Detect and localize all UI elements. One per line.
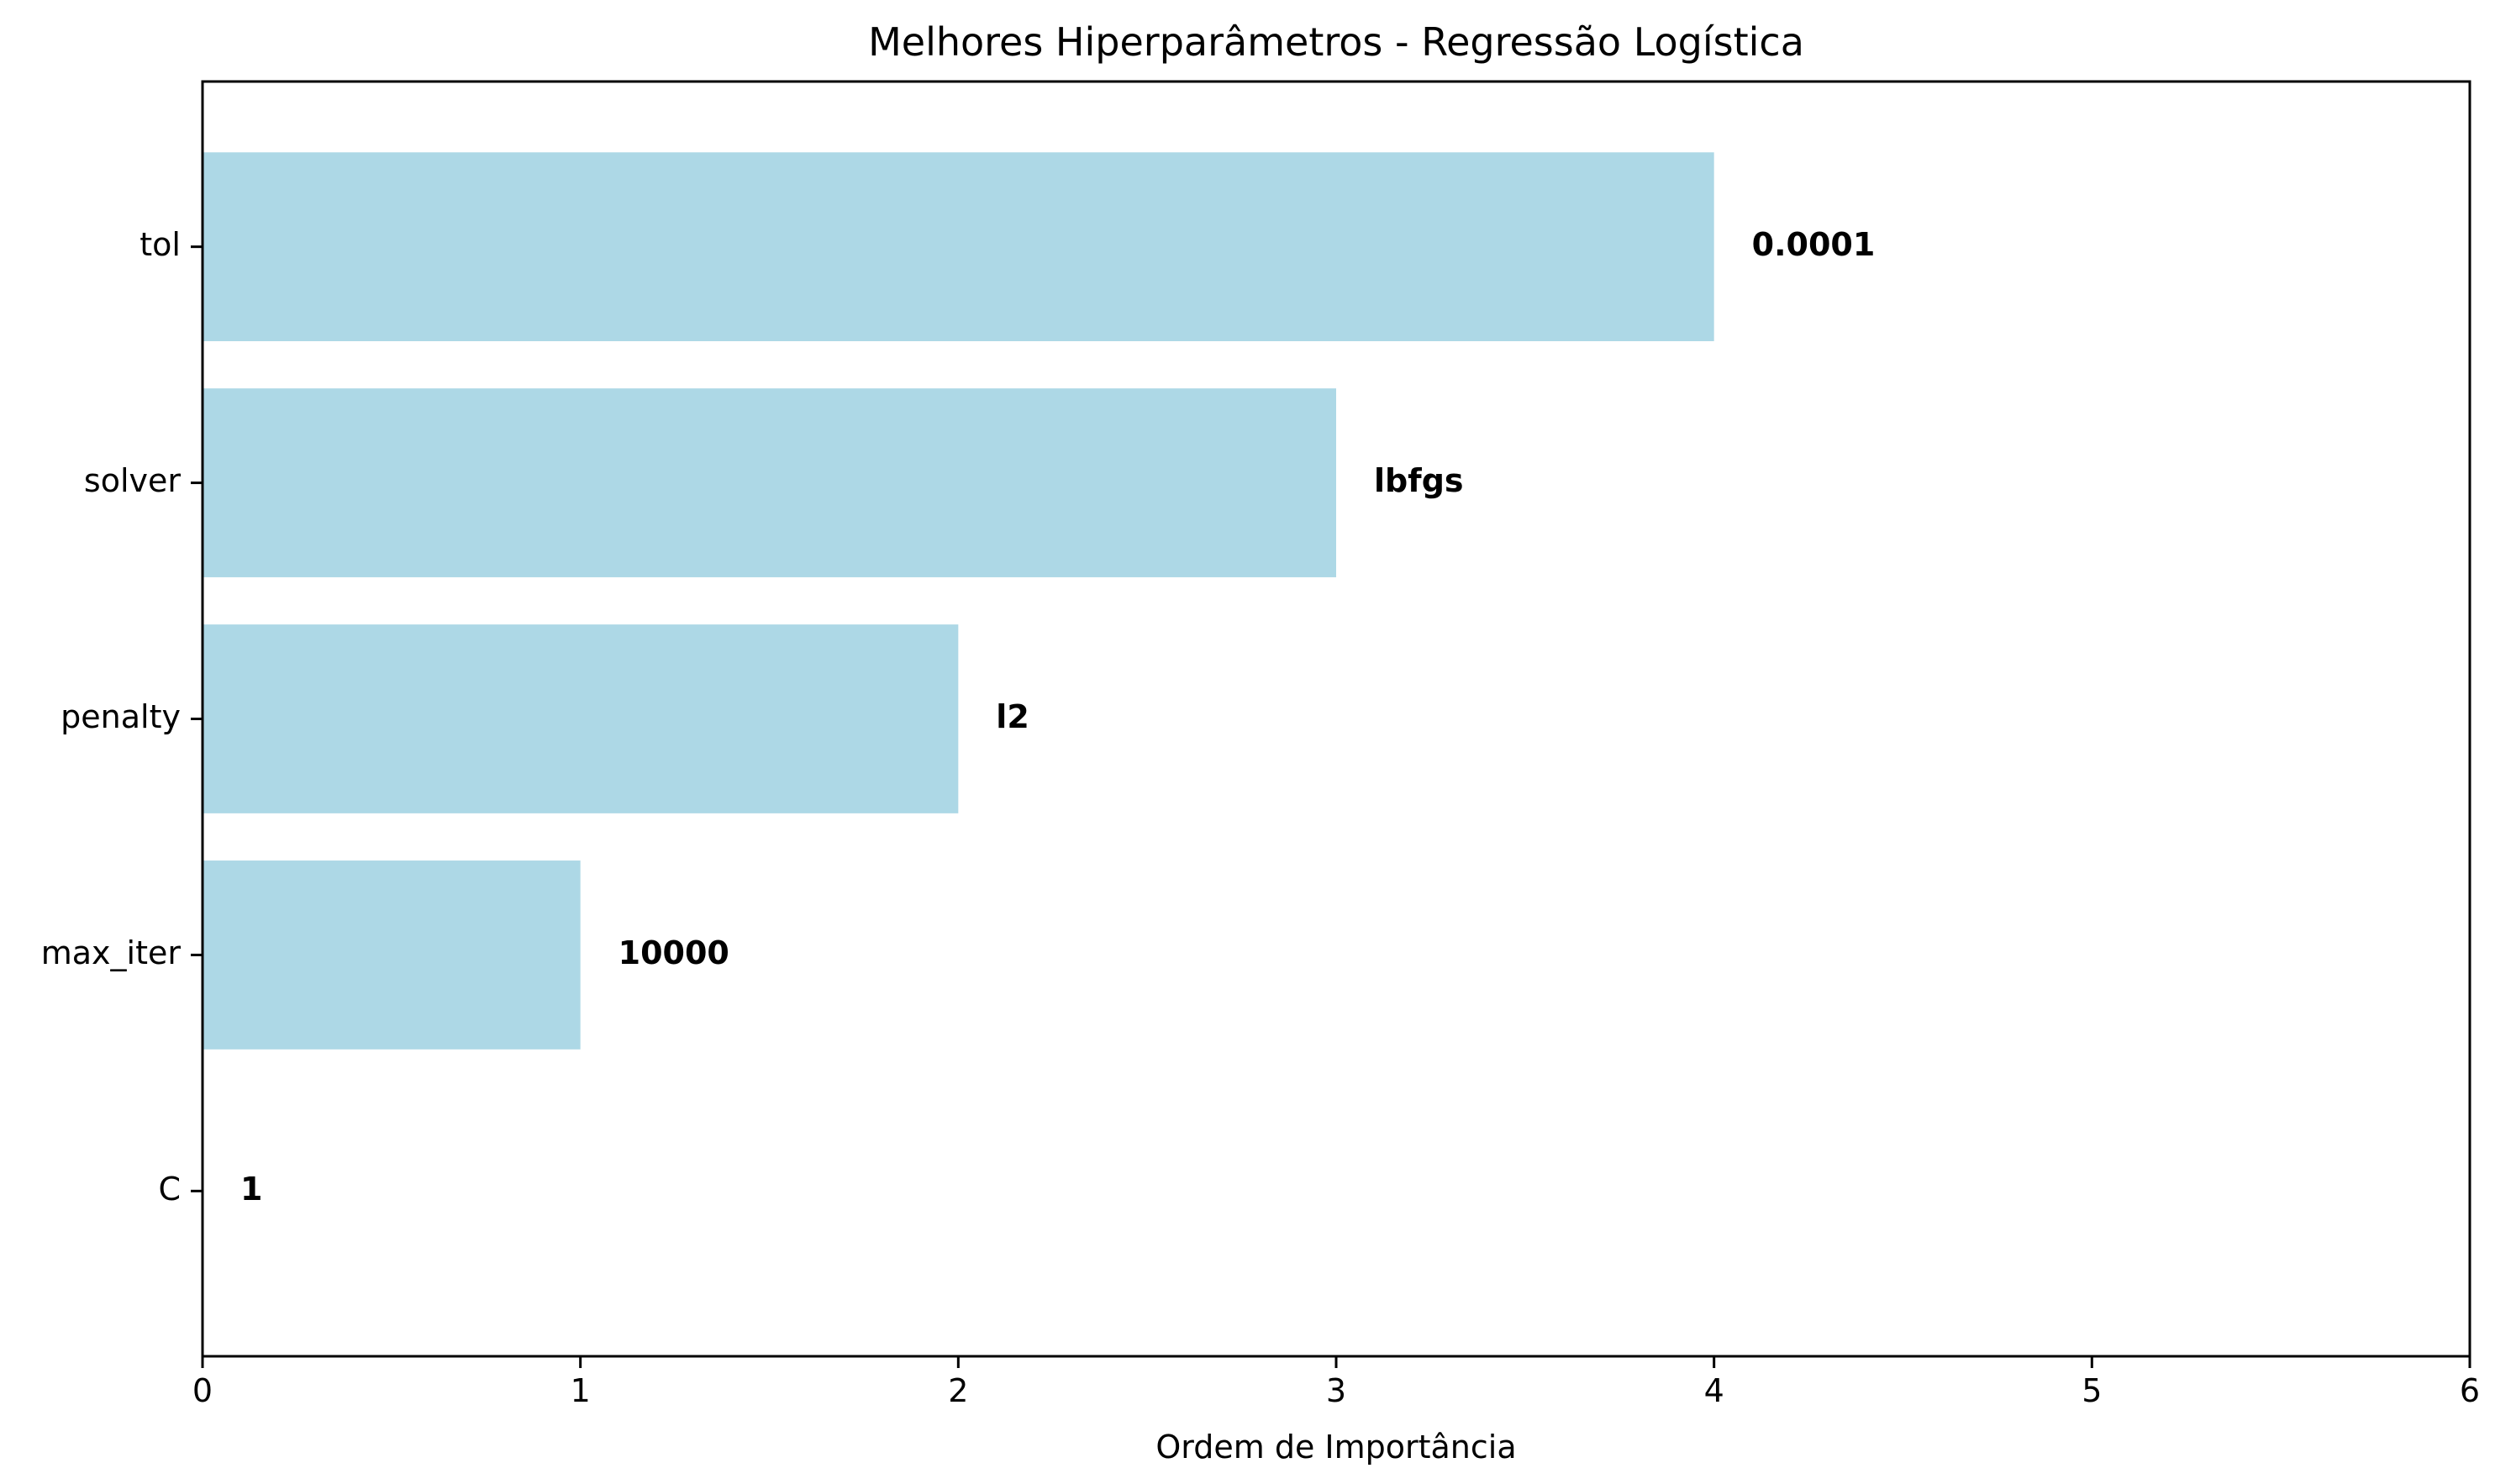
data-label-penalty: l2 [996,698,1029,735]
data-label-max_iter: 10000 [618,934,729,971]
x-axis: 0 1 2 3 4 5 6 [192,1356,2480,1409]
data-label-solver: lbfgs [1374,462,1464,499]
x-tick-label-5: 5 [2082,1372,2102,1409]
x-tick-label-1: 1 [571,1372,591,1409]
bar-solver [203,388,1336,577]
data-labels-layer: 1 10000 l2 lbfgs 0.0001 [240,226,1875,1208]
bar-penalty [203,624,959,813]
plot-frame [201,80,2471,1358]
bar-max_iter [203,860,581,1050]
x-tick-label-6: 6 [2460,1372,2480,1409]
x-tick-label-3: 3 [1326,1372,1346,1409]
x-tick-label-2: 2 [948,1372,968,1409]
y-tick-label-penalty: penalty [61,698,181,735]
chart-title: Melhores Hiperparâmetros - Regressão Log… [868,19,1804,65]
x-tick-label-4: 4 [1704,1372,1724,1409]
bars-layer [203,152,1714,1050]
y-tick-label-max_iter: max_iter [41,934,182,971]
data-label-C: 1 [240,1171,262,1208]
y-tick-label-C: C [158,1171,181,1208]
x-tick-label-0: 0 [192,1372,213,1409]
y-tick-label-solver: solver [84,462,181,499]
x-axis-label: Ordem de Importância [1155,1429,1516,1466]
y-tick-label-tol: tol [139,226,181,263]
bar-tol [203,152,1714,342]
data-label-tol: 0.0001 [1752,226,1876,263]
